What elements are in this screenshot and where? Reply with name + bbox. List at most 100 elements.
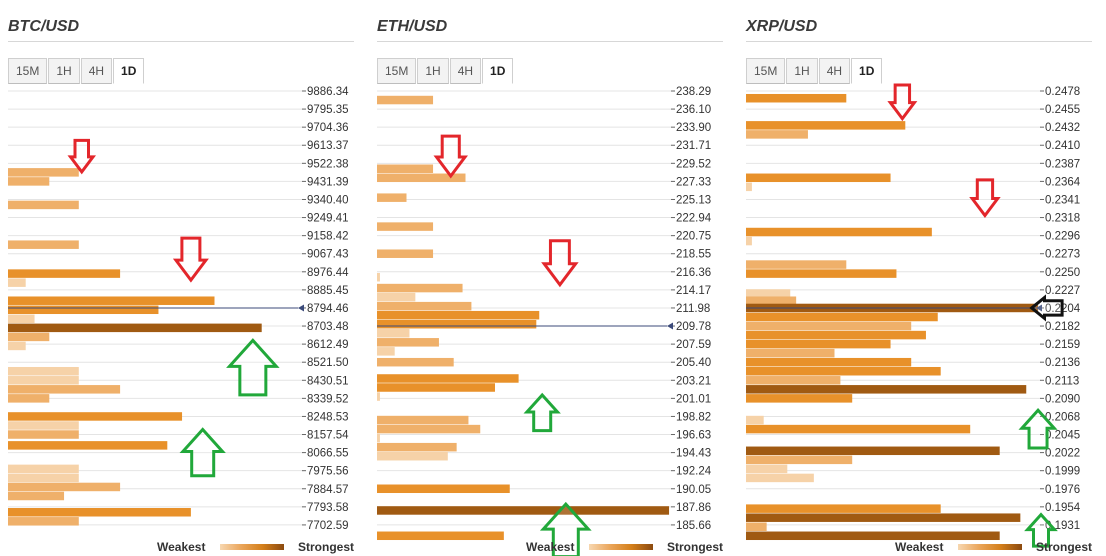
arrow-down-icon bbox=[433, 134, 468, 179]
level-label: 9158.42 bbox=[307, 231, 349, 243]
level-label: 218.55 bbox=[676, 249, 711, 261]
confluence-bar bbox=[746, 130, 808, 139]
confluence-bar bbox=[8, 177, 50, 186]
confluence-chart: 0.2478 0.2455 0.2432 0.2410 0.2387 0.2364 0.23… bbox=[746, 83, 1081, 548]
level-label: 227.33 bbox=[676, 176, 711, 188]
legend-gradient bbox=[589, 544, 653, 550]
confluence-bar bbox=[746, 296, 797, 305]
panel-title: ETH/USD bbox=[377, 18, 448, 35]
tab-4h[interactable]: 4H bbox=[449, 58, 482, 84]
timeframe-tabs: 15M 1H 4H 1D bbox=[377, 58, 514, 84]
arrow-down-icon bbox=[67, 138, 96, 175]
confluence-bar bbox=[746, 227, 932, 237]
level-label: 187.86 bbox=[676, 502, 711, 514]
legend-gradient bbox=[220, 544, 284, 550]
confluence-bar bbox=[8, 296, 215, 305]
arrow-down-icon bbox=[969, 178, 1001, 219]
confluence-bar bbox=[377, 301, 472, 311]
confluence-bar bbox=[746, 330, 926, 340]
tab-1h[interactable]: 1H bbox=[48, 58, 80, 84]
confluence-chart: 9886.34 9795.35 9704.36 9613.37 9522.38 9431.… bbox=[8, 86, 349, 532]
level-label: 9249.41 bbox=[307, 213, 349, 225]
confluence-bar bbox=[746, 513, 1021, 522]
level-label: 209.78 bbox=[676, 321, 711, 333]
level-label: 225.13 bbox=[676, 194, 711, 206]
confluence-bar bbox=[377, 424, 481, 434]
level-label: 190.05 bbox=[676, 484, 711, 496]
level-label: 7793.58 bbox=[307, 502, 349, 514]
arrow-up-icon bbox=[539, 501, 592, 556]
confluence-bar bbox=[8, 240, 79, 249]
level-label: 0.2022 bbox=[1045, 448, 1080, 460]
legend-weakest: Weakest bbox=[157, 540, 206, 554]
level-label: 0.2113 bbox=[1045, 375, 1079, 387]
level-label: 0.1954 bbox=[1045, 502, 1081, 514]
panel-xrp-usd: XRP/USD 15M 1H 4H 1D 0.2478 0.2455 0.2432 0… bbox=[738, 0, 1093, 556]
level-label: 231.71 bbox=[676, 140, 711, 152]
level-label: 0.2364 bbox=[1045, 176, 1081, 188]
confluence-bar bbox=[377, 451, 448, 461]
confluence-bar bbox=[8, 305, 159, 315]
confluence-bar bbox=[8, 482, 121, 492]
tab-4h[interactable]: 4H bbox=[80, 58, 113, 84]
arrow-left-icon bbox=[1029, 294, 1064, 322]
confluence-bar bbox=[746, 385, 1027, 394]
confluence-bar bbox=[746, 424, 971, 434]
tab-1d[interactable]: 1D bbox=[482, 58, 514, 84]
confluence-bar bbox=[8, 278, 26, 287]
panel-title: BTC/USD bbox=[8, 18, 80, 35]
panel-eth-usd: ETH/USD 15M 1H 4H 1D 238.29 236.10 233.90 2… bbox=[369, 0, 724, 556]
level-label: 0.2159 bbox=[1045, 339, 1080, 351]
confluence-bar bbox=[746, 446, 1000, 456]
level-label: 0.2432 bbox=[1045, 122, 1080, 134]
confluence-bar bbox=[8, 168, 79, 177]
tab-1h[interactable]: 1H bbox=[786, 58, 818, 84]
confluence-bar bbox=[377, 433, 380, 443]
confluence-bar bbox=[377, 292, 416, 302]
level-label: 0.2296 bbox=[1045, 231, 1080, 243]
tab-4h[interactable]: 4H bbox=[818, 58, 851, 84]
arrow-up-icon bbox=[523, 392, 561, 433]
level-label: 8248.53 bbox=[307, 411, 349, 423]
confluence-bar bbox=[746, 173, 891, 183]
level-label: 8521.50 bbox=[307, 357, 349, 369]
timeframe-tabs: 15M 1H 4H 1D bbox=[746, 58, 883, 84]
confluence-bar bbox=[8, 421, 79, 430]
confluence-bar bbox=[746, 464, 788, 474]
confluence-bar bbox=[746, 415, 764, 425]
arrow-down-icon bbox=[541, 239, 579, 288]
level-label: 196.63 bbox=[676, 430, 711, 442]
tab-1d[interactable]: 1D bbox=[851, 58, 883, 84]
confluence-bar bbox=[8, 341, 26, 351]
current-price-marker bbox=[298, 304, 304, 312]
level-label: 9340.40 bbox=[307, 194, 349, 206]
tab-1d[interactable]: 1D bbox=[113, 58, 145, 84]
confluence-bar bbox=[746, 289, 791, 298]
level-label: 0.2045 bbox=[1045, 430, 1080, 442]
confluence-bar bbox=[746, 366, 941, 376]
tab-15m[interactable]: 15M bbox=[377, 58, 417, 84]
confluence-bar bbox=[377, 347, 395, 356]
confluence-bar bbox=[8, 366, 79, 376]
level-label: 8703.48 bbox=[307, 321, 349, 333]
level-label: 8066.55 bbox=[307, 448, 349, 460]
level-label: 8157.54 bbox=[307, 430, 349, 442]
level-label: 220.75 bbox=[676, 231, 711, 243]
tab-1h[interactable]: 1H bbox=[417, 58, 449, 84]
tab-15m[interactable]: 15M bbox=[746, 58, 786, 84]
level-label: 0.2182 bbox=[1045, 321, 1080, 333]
level-label: 233.90 bbox=[676, 122, 711, 134]
confluence-bar bbox=[377, 531, 504, 541]
legend-strongest: Strongest bbox=[298, 540, 355, 554]
confluence-bar bbox=[8, 464, 79, 474]
tab-15m[interactable]: 15M bbox=[8, 58, 48, 84]
confluence-bar bbox=[377, 506, 670, 515]
level-label: 0.1976 bbox=[1045, 484, 1080, 496]
arrow-up-icon bbox=[1018, 407, 1058, 450]
confluence-bar bbox=[8, 473, 79, 483]
level-label: 238.29 bbox=[676, 86, 711, 98]
confluence-bar bbox=[8, 385, 121, 394]
confluence-bar bbox=[746, 531, 1000, 541]
confluence-bar bbox=[8, 412, 183, 421]
confluence-bar bbox=[746, 455, 853, 465]
